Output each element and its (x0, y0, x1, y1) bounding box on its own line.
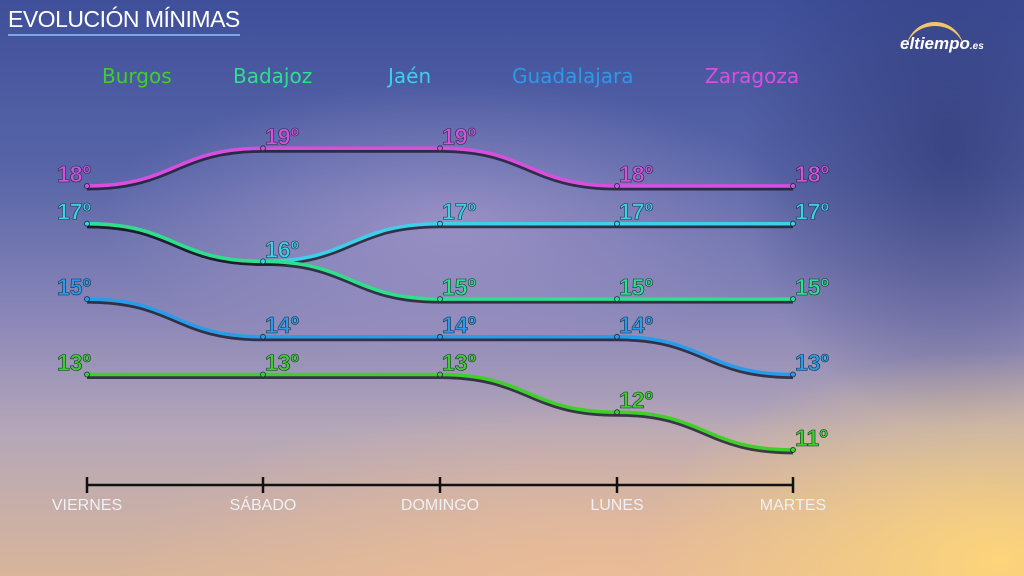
logo-text: eltiempo (900, 34, 970, 53)
data-point (84, 296, 90, 303)
data-point (790, 371, 796, 378)
data-label: 11º (795, 425, 828, 451)
x-tick-label: LUNES (590, 497, 643, 514)
data-point (437, 371, 443, 378)
data-label: 15º (442, 274, 476, 300)
legend-item-badajoz: Badajoz (233, 64, 313, 88)
x-tick-label: DOMINGO (401, 497, 479, 514)
data-label: 13º (442, 350, 476, 376)
eltiempo-logo: eltiempo.es (898, 22, 1018, 62)
data-point (260, 258, 266, 265)
logo-suffix: .es (969, 41, 984, 52)
data-point (260, 333, 266, 340)
series-line-zaragoza (86, 146, 793, 188)
data-label: 13º (57, 350, 91, 376)
legend-item-jaén: Jaén (388, 64, 432, 88)
data-label: 17º (57, 199, 91, 225)
cloud-icon (906, 22, 964, 56)
data-point (614, 296, 620, 303)
data-label: 15º (795, 274, 829, 300)
series-shadow (86, 223, 793, 266)
data-point (437, 145, 443, 152)
series-shadow (86, 373, 794, 455)
data-label: 13º (265, 350, 299, 376)
data-point (614, 409, 620, 416)
chart-title: EVOLUCIÓN MÍNIMAS (8, 6, 240, 36)
data-label: 14º (619, 312, 653, 338)
data-point (437, 220, 443, 227)
data-point (790, 296, 796, 303)
data-point (437, 296, 443, 303)
data-point (437, 333, 443, 340)
data-label: 18º (57, 161, 91, 187)
series-shadow (86, 147, 793, 191)
series-line-badajoz (86, 221, 793, 301)
x-tick-label: MARTES (760, 497, 826, 514)
data-label: 14º (265, 312, 299, 338)
legend-item-guadalajara: Guadalajara (512, 64, 634, 88)
data-label: 19º (442, 123, 476, 149)
data-label: 17º (442, 199, 476, 225)
data-label: 13º (795, 350, 829, 376)
legend-item-zaragoza: Zaragoza (705, 64, 800, 88)
data-label: 16º (265, 236, 299, 262)
data-label: 18º (619, 161, 653, 187)
data-label: 17º (795, 199, 829, 225)
data-point (84, 220, 90, 227)
data-label: 14º (442, 312, 476, 338)
data-point (790, 220, 796, 227)
data-point (790, 446, 796, 453)
data-point (614, 333, 620, 340)
data-point (84, 371, 90, 378)
series-shadow (86, 223, 793, 304)
data-label: 12º (619, 387, 653, 413)
data-point (260, 145, 266, 152)
data-point (84, 183, 90, 189)
data-point (790, 183, 796, 189)
series-line-burgos (86, 372, 794, 452)
data-point (614, 220, 620, 227)
data-point (260, 371, 266, 378)
data-label: 15º (619, 274, 653, 300)
data-point (614, 183, 620, 189)
data-label: 15º (57, 274, 91, 300)
legend-item-burgos: Burgos (102, 64, 172, 88)
data-label: 18º (795, 161, 829, 187)
x-tick-label: VIERNES (52, 497, 122, 514)
x-tick-label: SÁBADO (230, 495, 297, 514)
data-label: 17º (619, 199, 653, 225)
series-line-jaén (86, 221, 793, 264)
data-label: 19º (265, 123, 299, 149)
